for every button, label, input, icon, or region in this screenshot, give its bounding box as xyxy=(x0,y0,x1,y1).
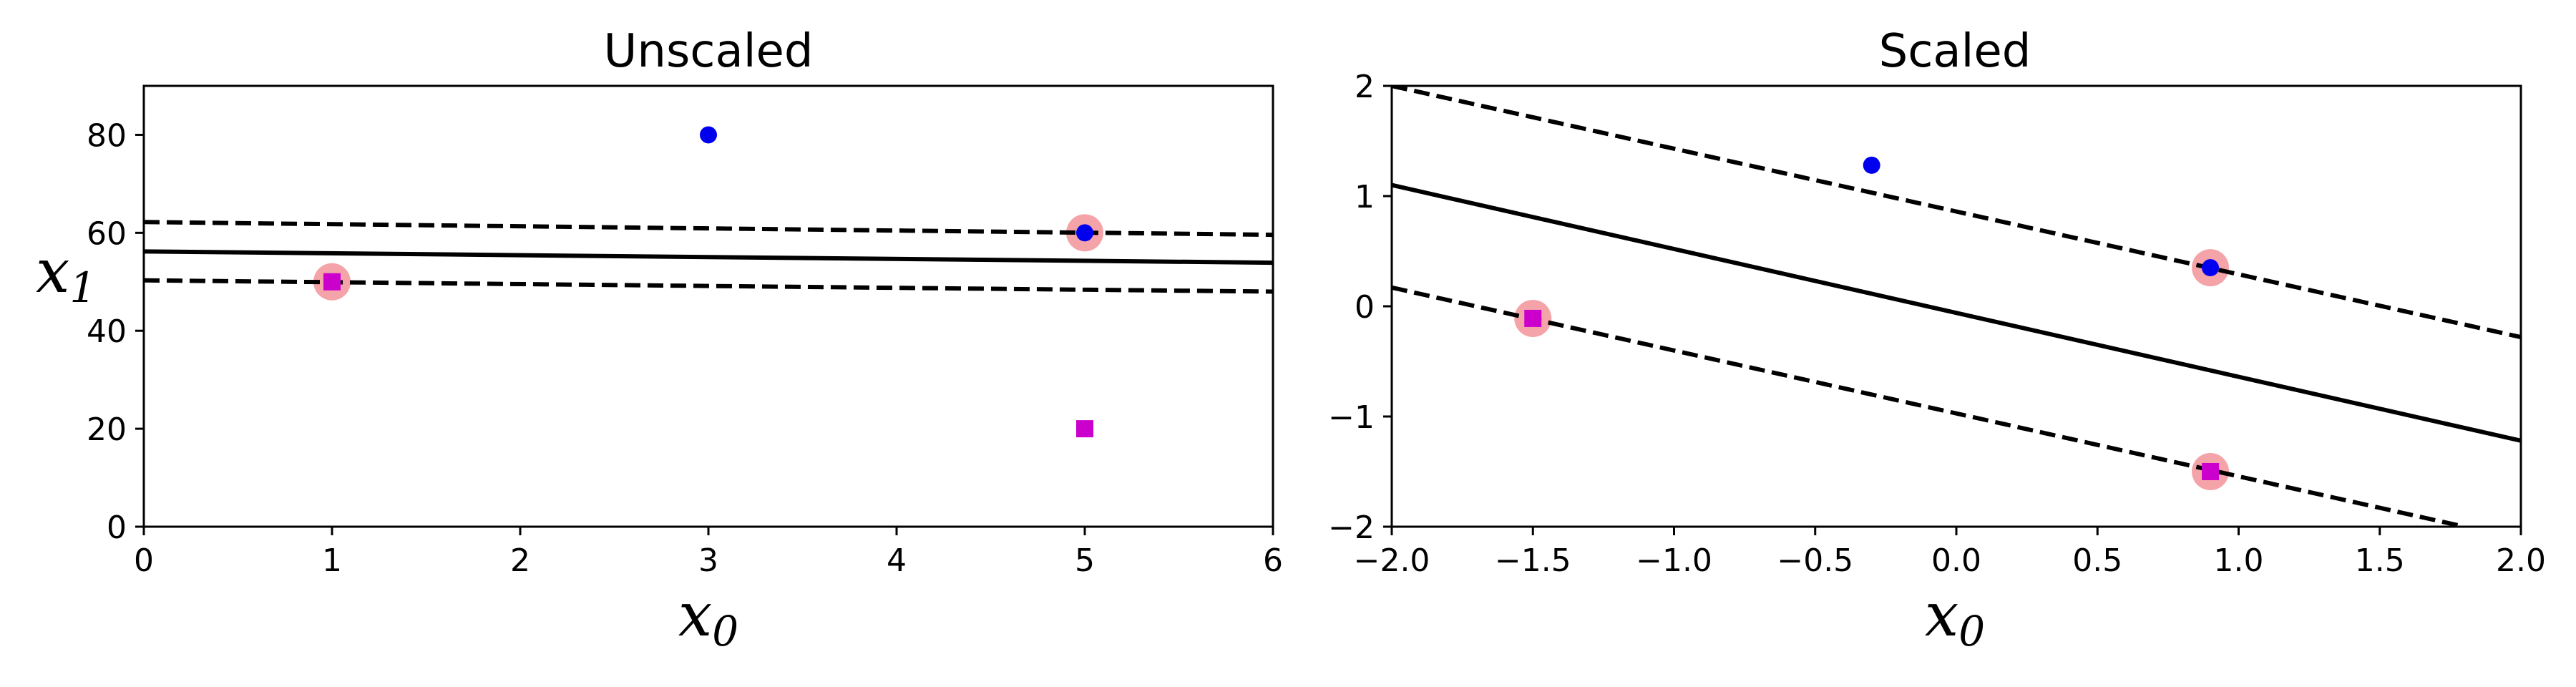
plot-area xyxy=(144,126,1273,438)
x-tick-label: −0.5 xyxy=(1777,542,1853,579)
data-point-circle xyxy=(1863,156,1880,174)
y-axis-label-main: x xyxy=(36,236,69,306)
y-tick-label: 2 xyxy=(1355,69,1375,105)
y-axis-label-sub: 1 xyxy=(69,263,96,312)
chart-title: Unscaled xyxy=(604,25,814,78)
x-tick-label: 0.0 xyxy=(1931,542,1981,579)
axes-frame xyxy=(1390,84,2522,528)
y-axis-label: x1 xyxy=(36,236,96,312)
y-tick-label: 0 xyxy=(107,510,127,546)
axes-frame xyxy=(142,84,1274,528)
x-axis-label-sub: 0 xyxy=(712,607,738,656)
x-axis-label-main: x xyxy=(1925,580,1958,650)
y-tick-label: −1 xyxy=(1328,399,1375,436)
margin-line xyxy=(144,220,1273,238)
data-point-square xyxy=(1524,309,1542,327)
x-axis-label: x0 xyxy=(678,580,738,656)
data-point-circle xyxy=(2202,259,2220,277)
x-tick-label: −2.0 xyxy=(1354,542,1430,579)
y-tick-label: 60 xyxy=(87,215,127,252)
y-tick-label: 1 xyxy=(1355,179,1375,215)
y-tick-label: 0 xyxy=(1355,289,1375,326)
y-tick-label: 40 xyxy=(87,313,127,350)
x-tick-label: 2.0 xyxy=(2496,542,2546,579)
x-axis-label: x0 xyxy=(1925,580,1985,656)
decision-boundary-line xyxy=(1392,182,2521,443)
plot-clip xyxy=(144,126,1273,438)
x-tick-label: −1.0 xyxy=(1636,542,1712,579)
chart-scaled: Scaled −2.0 −1.5 −1.0 −0.5 0.0 0.5 1.0 1.5 2.0−2… xyxy=(1328,25,2546,656)
data-point-square xyxy=(323,273,341,291)
x-tick-label: 4 xyxy=(887,542,907,579)
x-tick-label: 0.5 xyxy=(2072,542,2122,579)
data-point-square xyxy=(2202,463,2220,480)
margin-line xyxy=(1392,285,2465,527)
data-point-circle xyxy=(1076,224,1093,242)
x-tick-label: 0 xyxy=(134,542,154,579)
x-tick-label: 1.0 xyxy=(2214,542,2264,579)
axis-ticks: −2.0 −1.5 −1.0 −0.5 0.0 0.5 1.0 1.5 2.0 −2 −1 0 1 2 xyxy=(1328,69,2546,579)
plot-area xyxy=(1392,86,2521,527)
y-tick-label: −2 xyxy=(1328,510,1375,546)
x-tick-label: 6 xyxy=(1263,542,1283,579)
x-axis-label-main: x xyxy=(678,580,712,650)
decision-boundary-line xyxy=(144,249,1273,265)
x-tick-label: 1.5 xyxy=(2355,542,2405,579)
y-tick-label: 20 xyxy=(87,411,127,448)
plot-clip xyxy=(1392,86,2521,527)
x-axis-label-sub: 0 xyxy=(1958,607,1985,656)
chart-title: Scaled xyxy=(1879,25,2031,78)
margin-line xyxy=(144,278,1273,294)
x-tick-label: −1.5 xyxy=(1495,542,1571,579)
x-tick-label: 5 xyxy=(1075,542,1095,579)
x-tick-label: 2 xyxy=(510,542,530,579)
x-tick-label: 3 xyxy=(698,542,718,579)
data-point-circle xyxy=(700,126,717,144)
y-tick-label: 80 xyxy=(87,117,127,154)
data-point-square xyxy=(1076,420,1093,438)
margin-line xyxy=(1392,86,2521,340)
x-tick-label: 1 xyxy=(322,542,342,579)
